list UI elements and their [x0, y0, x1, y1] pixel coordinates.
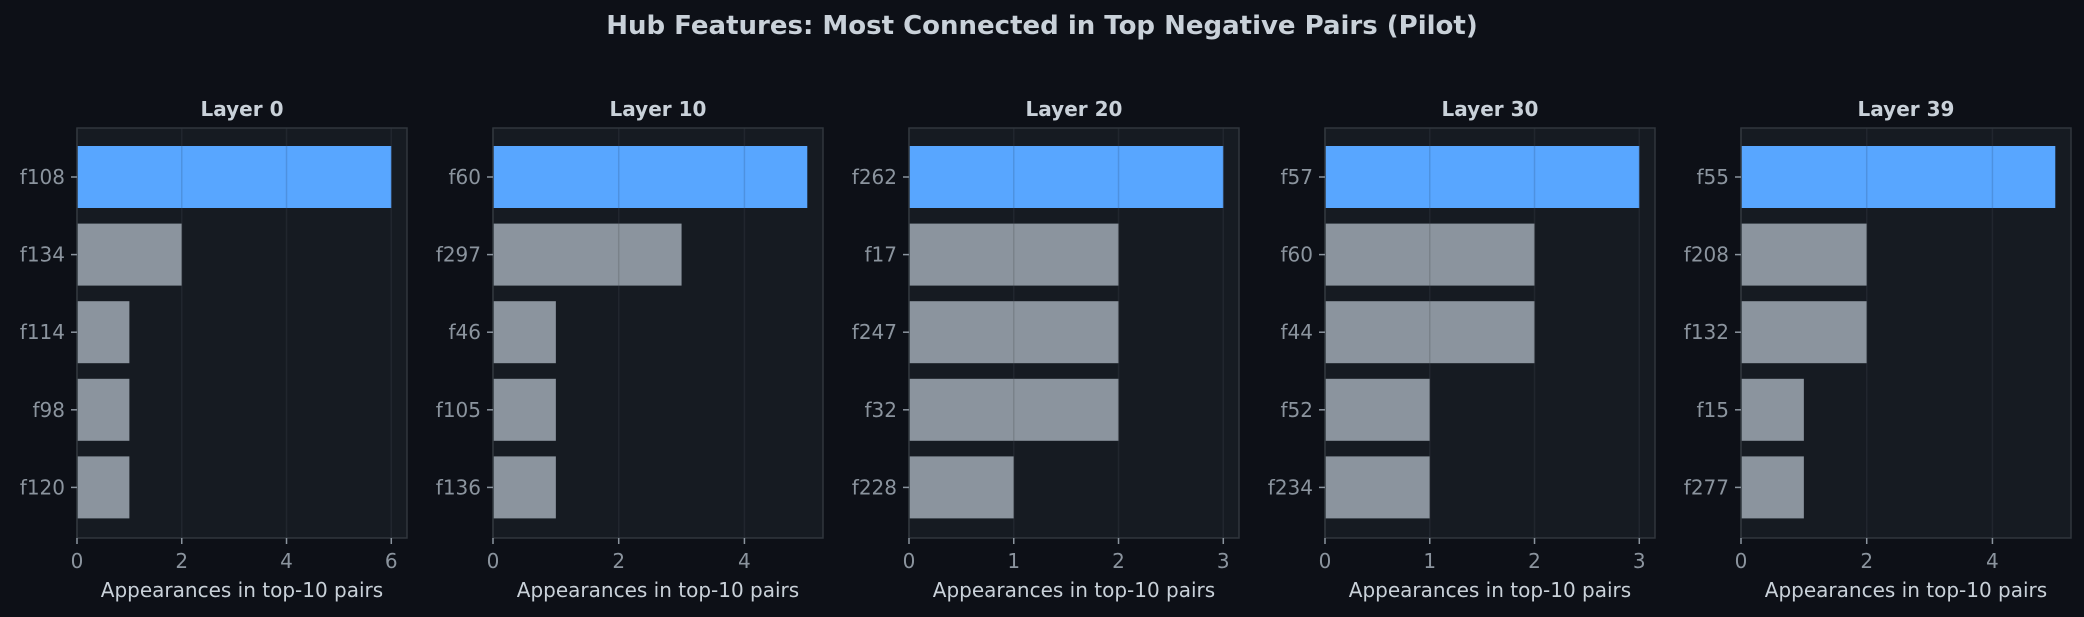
bar — [77, 146, 392, 208]
x-tick-label: 1 — [1423, 549, 1436, 573]
y-tick-label: f108 — [20, 165, 65, 189]
bar — [1741, 456, 1804, 519]
subplot-title: Layer 10 — [610, 97, 707, 121]
y-tick-label: f105 — [436, 398, 481, 422]
x-axis-label: Appearances in top-10 pairs — [517, 578, 799, 602]
x-axis-label: Appearances in top-10 pairs — [101, 578, 383, 602]
y-tick-label: f228 — [852, 475, 897, 499]
bar — [493, 223, 682, 286]
y-tick-label: f44 — [1281, 320, 1314, 344]
y-tick-label: f247 — [852, 320, 897, 344]
bar — [1741, 378, 1804, 441]
subplot-title: Layer 20 — [1026, 97, 1123, 121]
x-axis-label: Appearances in top-10 pairs — [933, 578, 1215, 602]
bar — [1325, 301, 1535, 364]
y-tick-label: f277 — [1684, 475, 1729, 499]
bar — [909, 223, 1119, 286]
bar — [77, 378, 130, 441]
figure-title: Hub Features: Most Connected in Top Nega… — [606, 11, 1477, 41]
x-tick-label: 0 — [71, 549, 84, 573]
bar — [493, 146, 808, 208]
x-tick-label: 0 — [1735, 549, 1748, 573]
y-tick-label: f114 — [20, 320, 65, 344]
axes-frame — [1740, 127, 2072, 539]
axes-frame — [76, 127, 408, 539]
y-tick-label: f134 — [20, 243, 65, 267]
chart-panel: f262 f17 f247 f32 f228 0 1 2 3 Layer 20 Appearance… — [852, 97, 1240, 602]
bar — [77, 223, 182, 286]
axes-frame — [492, 127, 824, 539]
x-axis-label: Appearances in top-10 pairs — [1349, 578, 1631, 602]
y-tick-label: f120 — [20, 475, 65, 499]
y-tick-label: f32 — [865, 398, 898, 422]
bar — [493, 301, 556, 364]
bar — [493, 378, 556, 441]
y-tick-label: f60 — [1281, 243, 1314, 267]
bar — [1325, 146, 1640, 208]
bar — [1325, 223, 1535, 286]
x-tick-label: 2 — [1112, 549, 1125, 573]
bar — [1741, 223, 1867, 286]
y-tick-label: f57 — [1281, 165, 1314, 189]
chart-panel: f60 f297 f46 f105 f136 0 2 4 Layer 10 Appearances… — [436, 97, 824, 602]
y-tick-label: f46 — [449, 320, 482, 344]
bar — [909, 456, 1014, 519]
x-tick-label: 6 — [385, 549, 398, 573]
x-tick-label: 4 — [280, 549, 293, 573]
x-tick-label: 0 — [487, 549, 500, 573]
y-tick-label: f60 — [449, 165, 482, 189]
x-tick-label: 4 — [738, 549, 751, 573]
x-tick-label: 1 — [1007, 549, 1020, 573]
subplot-title: Layer 39 — [1858, 97, 1955, 121]
bar — [1741, 146, 2056, 208]
y-tick-label: f132 — [1684, 320, 1729, 344]
x-tick-label: 3 — [1217, 549, 1230, 573]
y-tick-label: f208 — [1684, 243, 1729, 267]
axes-frame — [908, 127, 1240, 539]
panels: f108 f134 f114 f98 f120 0 2 4 6 Layer 0 Appearance… — [20, 97, 2072, 602]
y-tick-label: f17 — [865, 243, 898, 267]
bar — [1325, 456, 1430, 519]
x-axis-label: Appearances in top-10 pairs — [1765, 578, 2047, 602]
bar — [1325, 378, 1430, 441]
chart-panel: f57 f60 f44 f52 f234 0 1 2 3 Layer 30 Appearances … — [1268, 97, 1656, 602]
x-tick-label: 2 — [1860, 549, 1873, 573]
y-tick-label: f297 — [436, 243, 481, 267]
y-tick-label: f55 — [1697, 165, 1730, 189]
x-tick-label: 0 — [1319, 549, 1332, 573]
axes-frame — [1324, 127, 1656, 539]
chart-panel: f55 f208 f132 f15 f277 0 2 4 Layer 39 Appearances… — [1684, 97, 2072, 602]
chart-panel: f108 f134 f114 f98 f120 0 2 4 6 Layer 0 Appearance… — [20, 97, 408, 602]
subplot-title: Layer 30 — [1442, 97, 1539, 121]
x-tick-label: 3 — [1633, 549, 1646, 573]
bar — [77, 301, 130, 364]
x-tick-label: 2 — [612, 549, 625, 573]
bar — [909, 378, 1119, 441]
subplot-title: Layer 0 — [201, 97, 284, 121]
bar — [909, 146, 1224, 208]
bar — [77, 456, 130, 519]
x-tick-label: 2 — [1528, 549, 1541, 573]
y-tick-label: f136 — [436, 475, 481, 499]
y-tick-label: f262 — [852, 165, 897, 189]
bar — [909, 301, 1119, 364]
y-tick-label: f52 — [1281, 398, 1314, 422]
bar — [1741, 301, 1867, 364]
bar — [493, 456, 556, 519]
x-tick-label: 2 — [175, 549, 188, 573]
x-tick-label: 0 — [903, 549, 916, 573]
y-tick-label: f234 — [1268, 475, 1313, 499]
y-tick-label: f98 — [33, 398, 66, 422]
x-tick-label: 4 — [1986, 549, 1999, 573]
y-tick-label: f15 — [1697, 398, 1730, 422]
